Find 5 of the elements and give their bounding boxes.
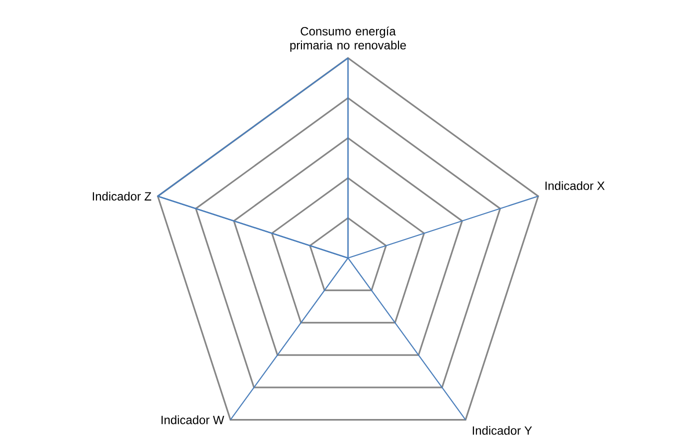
spoke-label: Indicador Y xyxy=(472,426,532,435)
spoke-label: Consumo energía primaria no renovable xyxy=(290,26,406,52)
spoke-label: Indicador Z xyxy=(92,192,152,201)
spoke-label: Indicador W xyxy=(162,415,224,424)
spoke-label: Indicador X xyxy=(546,181,605,190)
